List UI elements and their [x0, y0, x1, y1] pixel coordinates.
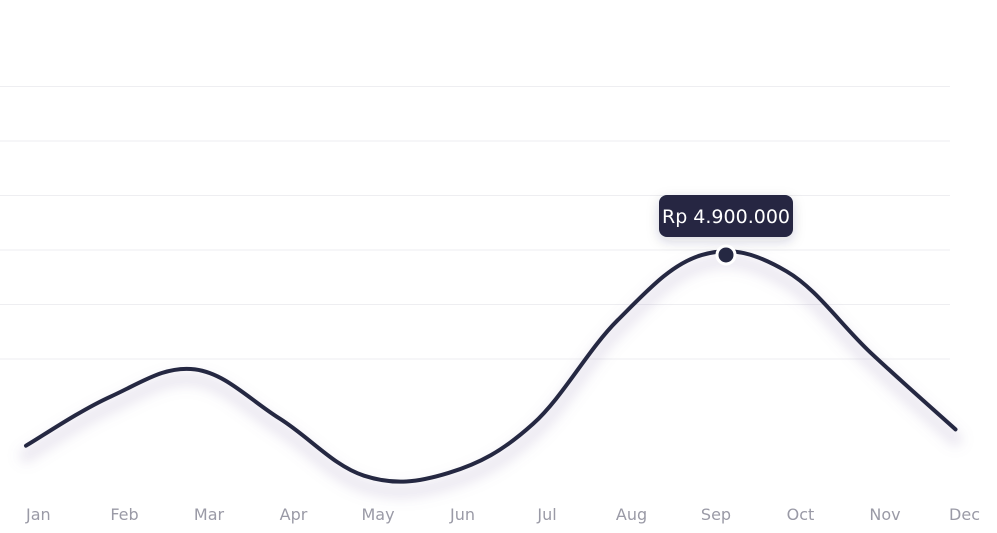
x-tick-label: Apr	[280, 505, 308, 524]
tooltip-box	[659, 194, 793, 237]
x-tick-label: Nov	[869, 505, 900, 524]
x-tick-label: Feb	[110, 505, 138, 524]
x-tick-label: May	[361, 505, 394, 524]
data-point-oct[interactable]	[784, 268, 790, 274]
series-lines	[19, 249, 963, 499]
data-point-dec[interactable]	[953, 426, 959, 432]
data-point-jul[interactable]	[530, 421, 536, 427]
x-tick-label: Sep	[701, 505, 731, 524]
data-point-sep[interactable]	[699, 252, 705, 258]
highlight-point[interactable]	[715, 244, 737, 266]
x-axis-tick-labels: Jan Feb Mar Apr May Jun Jul Aug Sep Oct Nov Dec	[25, 505, 980, 524]
data-point-jun[interactable]	[446, 470, 452, 476]
data-point-apr[interactable]	[277, 415, 283, 421]
x-tick-label: Jun	[449, 505, 475, 524]
x-tick-label: Mar	[194, 505, 225, 524]
data-point-jan[interactable]	[23, 443, 29, 449]
highlight-group: Rp 4.900.000	[659, 194, 793, 266]
data-point-aug[interactable]	[615, 317, 621, 323]
data-point-mar[interactable]	[192, 366, 198, 372]
x-tick-label: Oct	[787, 505, 815, 524]
tooltip-label: Rp 4.900.000	[662, 206, 790, 228]
x-tick-label: Aug	[616, 505, 647, 524]
x-tick-label: Dec	[949, 505, 980, 524]
x-tick-label: Jan	[25, 505, 51, 524]
series-line	[24, 249, 958, 484]
x-tick-label: Jul	[536, 505, 556, 524]
series-line-shadow	[19, 254, 963, 499]
data-point-may[interactable]	[361, 473, 367, 479]
data-point-feb[interactable]	[108, 394, 114, 400]
data-point-nov[interactable]	[868, 350, 874, 356]
grid-lines	[0, 86, 950, 360]
